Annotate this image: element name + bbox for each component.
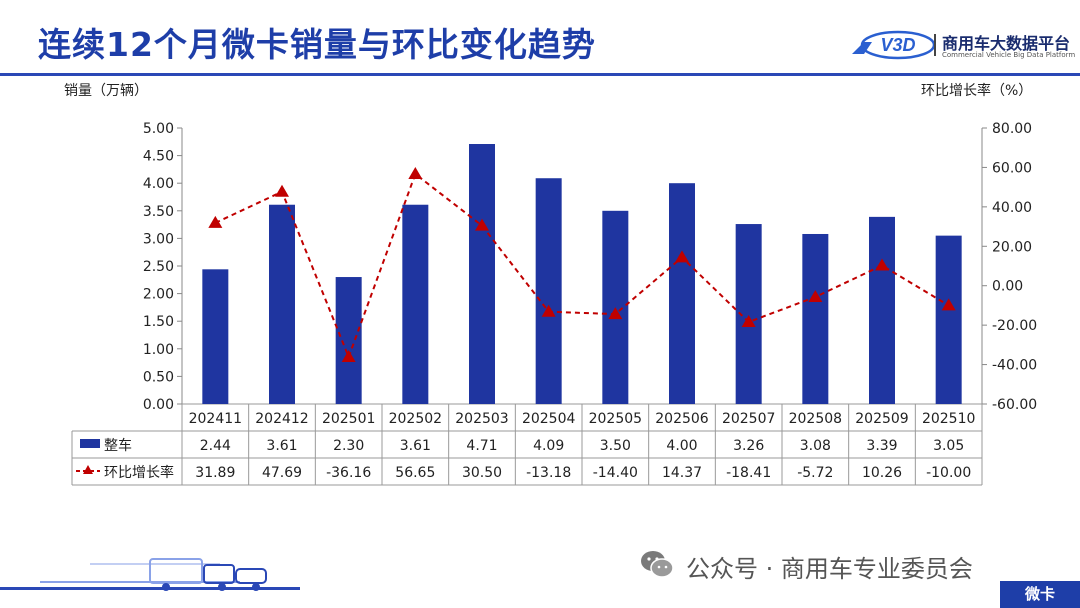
bar-202503	[469, 144, 495, 404]
bar-value-label: 4.71	[466, 438, 497, 454]
x-tick-label: 202501	[322, 411, 375, 427]
growth-value-label: -14.40	[593, 465, 638, 481]
right-tick-label: 40.00	[992, 200, 1032, 216]
footer-source: 公众号 · 商用车专业委员会	[686, 555, 973, 583]
growth-point-202510	[941, 298, 956, 311]
bar-value-label: 4.09	[533, 438, 564, 454]
growth-point-202506	[675, 250, 689, 263]
x-tick-label: 202411	[189, 411, 242, 427]
right-tick-label: 60.00	[992, 160, 1032, 176]
right-tick-label: 20.00	[992, 239, 1032, 255]
growth-value-label: -5.72	[797, 465, 833, 481]
bar-value-label: 3.08	[800, 438, 831, 454]
growth-point-202501	[341, 350, 356, 363]
x-tick-label: 202412	[255, 411, 308, 427]
bar-202411	[202, 269, 229, 404]
bar-202501	[335, 277, 362, 404]
bar-value-label: 3.05	[933, 438, 964, 454]
left-tick-label: 4.00	[143, 176, 174, 192]
right-tick-label: 80.00	[992, 121, 1032, 137]
left-tick-label: 3.50	[143, 204, 174, 220]
bar-202506	[669, 183, 695, 404]
right-tick-label: -60.00	[992, 397, 1037, 413]
x-tick-label: 202508	[789, 411, 842, 427]
right-tick-label: -40.00	[992, 358, 1037, 374]
growth-value-label: 14.37	[662, 465, 702, 481]
x-tick-label: 202509	[855, 411, 908, 427]
x-tick-label: 202507	[722, 411, 775, 427]
left-tick-label: 5.00	[143, 121, 174, 137]
trucks-decoration-icon	[0, 558, 300, 591]
x-tick-label: 202503	[455, 411, 508, 427]
growth-line	[214, 172, 950, 360]
growth-point-202503	[475, 218, 489, 231]
growth-value-label: 10.26	[862, 465, 902, 481]
bar-value-label: 2.30	[333, 438, 364, 454]
x-tick-label: 202506	[655, 411, 709, 427]
bar-value-label: 3.61	[400, 438, 431, 454]
bar-value-label: 3.39	[866, 438, 897, 454]
growth-point-202502	[408, 167, 423, 180]
page-title: 连续12个月微卡销量与环比变化趋势	[38, 25, 596, 64]
right-tick-label: -20.00	[992, 318, 1037, 334]
growth-value-label: 47.69	[262, 465, 302, 481]
x-tick-label: 202505	[589, 411, 642, 427]
svg-text:V3D: V3D	[880, 35, 915, 55]
x-tick-label: 202510	[922, 411, 975, 427]
growth-point-202412	[275, 184, 289, 197]
growth-point-202509	[875, 258, 889, 271]
growth-point-202505	[608, 307, 623, 320]
left-tick-label: 0.50	[143, 369, 174, 385]
growth-value-label: 56.65	[395, 465, 435, 481]
left-tick-label: 2.00	[143, 287, 174, 303]
bar-value-label: 3.26	[733, 438, 764, 454]
left-tick-label: 2.50	[143, 259, 174, 275]
bar-value-label: 2.44	[200, 438, 231, 454]
bar-202502	[402, 204, 429, 404]
growth-point-202504	[541, 304, 556, 317]
left-tick-label: 3.00	[143, 231, 174, 247]
bar-202509	[869, 216, 895, 404]
x-tick-label: 202502	[389, 411, 442, 427]
bar-202508	[802, 233, 829, 404]
category-tag: 微卡	[1000, 581, 1080, 608]
left-tick-label: 1.00	[143, 342, 174, 358]
left-tick-label: 0.00	[143, 397, 174, 413]
growth-point-202507	[741, 315, 756, 328]
legend-label-line: 环比增长率	[104, 464, 174, 481]
wechat-icon	[641, 551, 674, 578]
x-tick-label: 202504	[522, 411, 576, 427]
left-tick-label: 1.50	[143, 314, 174, 330]
bar-value-label: 4.00	[666, 438, 697, 454]
bar-202412	[269, 204, 295, 404]
logo-subtitle: Commercial Vehicle Big Data Platform	[942, 51, 1076, 59]
left-tick-label: 4.50	[143, 149, 174, 165]
bar-value-label: 3.61	[266, 438, 297, 454]
growth-value-label: -36.16	[326, 465, 371, 481]
header-rule	[0, 73, 1080, 76]
growth-value-label: -10.00	[926, 465, 971, 481]
bar-202510	[935, 235, 962, 404]
logo-name: 商用车大数据平台	[942, 34, 1071, 53]
growth-value-label: 30.50	[462, 465, 502, 481]
legend-key-marker	[83, 465, 93, 474]
bar-202504	[535, 178, 562, 404]
left-axis-title: 销量（万辆）	[64, 83, 148, 99]
right-tick-label: 0.00	[992, 279, 1023, 295]
growth-value-label: -13.18	[526, 465, 571, 481]
legend-key-bar	[80, 439, 100, 448]
v3d-logo-icon: V3D	[852, 30, 936, 60]
bar-value-label: 3.50	[600, 438, 631, 454]
growth-point-202508	[808, 289, 823, 302]
growth-value-label: 31.89	[195, 465, 235, 481]
growth-value-label: -18.41	[726, 465, 771, 481]
legend-label-bar: 整车	[104, 437, 132, 454]
brand-logo: V3D 商用车大数据平台 Commercial Vehicle Big Data…	[850, 28, 1080, 62]
right-axis-title: 环比增长率（%）	[921, 83, 1033, 99]
growth-point-202411	[208, 215, 223, 228]
